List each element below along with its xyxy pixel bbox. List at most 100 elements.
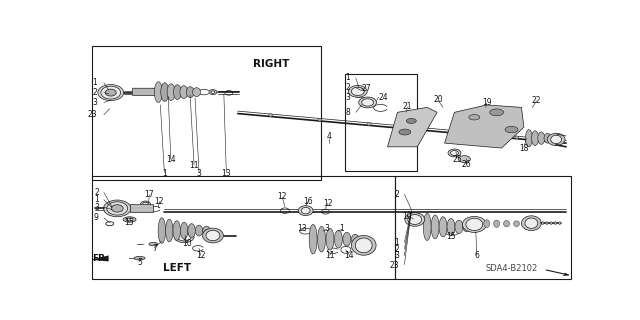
Bar — [92, 46, 321, 180]
Ellipse shape — [106, 89, 116, 96]
Bar — [92, 176, 395, 279]
Text: 10: 10 — [403, 212, 412, 221]
Text: 13: 13 — [298, 224, 307, 233]
Ellipse shape — [317, 227, 326, 252]
Text: 3: 3 — [324, 224, 329, 233]
Ellipse shape — [298, 206, 313, 216]
Ellipse shape — [417, 127, 420, 130]
Circle shape — [505, 126, 518, 133]
Text: 1: 1 — [346, 73, 350, 82]
Text: 20: 20 — [433, 95, 443, 105]
Ellipse shape — [174, 231, 194, 243]
Ellipse shape — [546, 221, 548, 225]
Ellipse shape — [173, 85, 181, 100]
Ellipse shape — [355, 238, 372, 253]
Ellipse shape — [465, 132, 470, 134]
Ellipse shape — [362, 99, 374, 106]
Ellipse shape — [466, 218, 483, 231]
Circle shape — [469, 115, 480, 120]
Text: 2: 2 — [346, 83, 350, 92]
Text: 12: 12 — [278, 192, 287, 201]
Text: 2: 2 — [394, 244, 399, 253]
Text: 1: 1 — [162, 169, 166, 179]
Text: RIGHT: RIGHT — [253, 59, 289, 69]
Ellipse shape — [547, 133, 565, 146]
Ellipse shape — [180, 86, 188, 99]
Ellipse shape — [158, 218, 166, 244]
Ellipse shape — [447, 219, 455, 235]
Text: 15: 15 — [124, 218, 133, 227]
Ellipse shape — [206, 230, 220, 241]
Text: 1: 1 — [94, 195, 99, 204]
Ellipse shape — [542, 221, 544, 225]
Ellipse shape — [167, 84, 175, 100]
Bar — [346, 74, 417, 172]
Ellipse shape — [455, 220, 463, 234]
Text: 2: 2 — [394, 190, 399, 199]
Ellipse shape — [550, 135, 562, 144]
Ellipse shape — [195, 225, 203, 236]
Text: 12: 12 — [155, 196, 164, 205]
Ellipse shape — [269, 114, 273, 117]
Text: 21: 21 — [403, 102, 412, 111]
Text: 3: 3 — [346, 92, 350, 101]
Ellipse shape — [177, 233, 191, 241]
Ellipse shape — [149, 243, 158, 246]
Text: 9: 9 — [94, 213, 99, 222]
Ellipse shape — [351, 234, 359, 244]
Text: 23: 23 — [88, 110, 97, 119]
Text: 3: 3 — [94, 203, 99, 212]
Ellipse shape — [405, 213, 425, 226]
Ellipse shape — [101, 86, 121, 99]
Ellipse shape — [431, 215, 439, 239]
Text: 3: 3 — [93, 98, 97, 107]
Ellipse shape — [367, 123, 371, 126]
Polygon shape — [129, 204, 154, 212]
Text: 2: 2 — [93, 88, 97, 97]
Text: 14: 14 — [166, 155, 175, 164]
Text: 3: 3 — [394, 251, 399, 260]
Text: LEFT: LEFT — [163, 263, 191, 273]
Ellipse shape — [504, 220, 509, 227]
Ellipse shape — [180, 222, 188, 239]
Ellipse shape — [538, 132, 545, 144]
Ellipse shape — [141, 201, 150, 207]
Ellipse shape — [309, 224, 317, 254]
Text: 15: 15 — [446, 231, 456, 241]
Text: 1: 1 — [339, 224, 344, 233]
Ellipse shape — [143, 202, 148, 206]
Ellipse shape — [458, 156, 470, 163]
Text: 14: 14 — [344, 251, 354, 260]
Ellipse shape — [515, 136, 519, 139]
Ellipse shape — [134, 256, 145, 260]
Ellipse shape — [301, 207, 310, 214]
Text: FR.: FR. — [93, 254, 109, 263]
Ellipse shape — [554, 221, 556, 225]
Ellipse shape — [203, 226, 210, 235]
Ellipse shape — [326, 228, 334, 250]
Ellipse shape — [524, 221, 529, 226]
Text: 5: 5 — [137, 258, 142, 267]
Ellipse shape — [209, 90, 217, 95]
Ellipse shape — [463, 222, 471, 232]
Ellipse shape — [318, 118, 322, 121]
Ellipse shape — [188, 224, 195, 237]
Ellipse shape — [126, 218, 133, 221]
Polygon shape — [132, 88, 157, 95]
Ellipse shape — [522, 216, 541, 231]
Polygon shape — [92, 258, 108, 261]
Text: 3: 3 — [196, 169, 202, 179]
Circle shape — [490, 109, 504, 116]
Ellipse shape — [525, 218, 538, 228]
Ellipse shape — [173, 221, 180, 240]
Ellipse shape — [550, 134, 557, 142]
Ellipse shape — [104, 200, 131, 217]
Ellipse shape — [107, 202, 127, 215]
Ellipse shape — [351, 236, 376, 255]
Text: 18: 18 — [519, 144, 529, 153]
Ellipse shape — [493, 220, 500, 227]
Text: 2: 2 — [94, 188, 99, 197]
Ellipse shape — [211, 91, 215, 93]
Ellipse shape — [193, 88, 200, 97]
Ellipse shape — [343, 232, 351, 246]
